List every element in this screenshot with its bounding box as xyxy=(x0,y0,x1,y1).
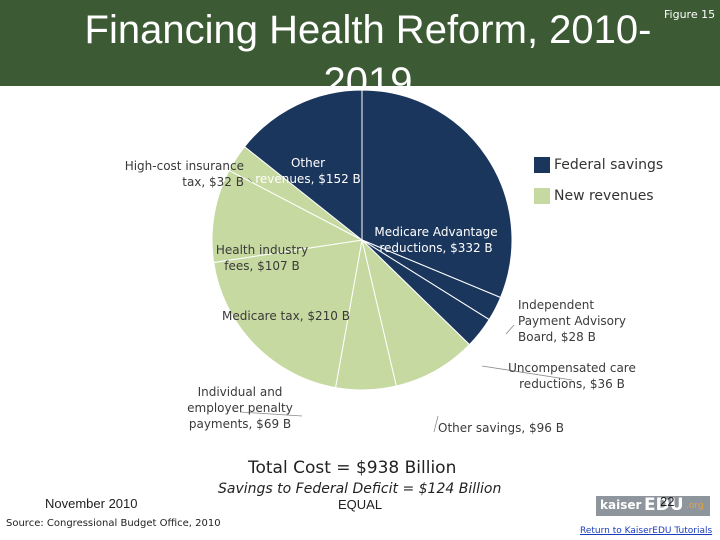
slice-label-other-savings: Other savings, $96 B xyxy=(438,421,564,435)
leader-line-individual-and-employer-penalty-payments xyxy=(239,411,303,417)
page-number: 22 xyxy=(660,494,675,509)
pie-slice-health-industry-fees xyxy=(211,169,364,264)
leader-line-other-savings xyxy=(433,415,439,433)
header-bar: Financing Health Reform, 2010-2019 Figur… xyxy=(0,0,720,86)
slice-label-independent-payment-advisory-board: Independent Payment Advisory Board, $28 B xyxy=(518,298,626,344)
source-label: Source: Congressional Budget Office, 201… xyxy=(6,518,221,529)
leader-line-uncompensated-care-reductions xyxy=(481,365,573,381)
pie-slice-medicare-tax xyxy=(213,239,363,389)
slice-label-medicare-tax: Medicare tax, $210 B xyxy=(222,309,350,323)
pie-slice-other-savings xyxy=(361,238,471,387)
pie-slice-medicare-advantage-reductions xyxy=(361,89,513,299)
slice-label-individual-and-employer-penalty-payments: Individual and employer penalty payments, … xyxy=(187,385,293,431)
page-title: Financing Health Reform, 2010-2019 xyxy=(84,8,652,86)
pie-chart: Medicare Advantage reductions, $332 B Inde… xyxy=(125,89,636,435)
equal-label: EQUAL xyxy=(338,497,383,512)
date-label: November 2010 xyxy=(45,496,138,511)
leader-line-independent-payment-advisory-board xyxy=(505,324,515,335)
kaiser-edu-logo: kaiser EDU .org xyxy=(596,495,710,516)
slice-label-other-revenues: Other revenues, $152 B xyxy=(255,156,361,186)
logo-edu-text: EDU xyxy=(644,495,684,515)
logo-kaiser-text: kaiser xyxy=(600,498,642,512)
legend-label-new-revenues: New revenues xyxy=(554,188,654,204)
legend-swatch-new-revenues xyxy=(534,188,550,204)
legend-swatch-federal-savings xyxy=(534,157,550,173)
slice-label-uncompensated-care-reductions: Uncompensated care reductions, $36 B xyxy=(508,361,636,391)
slice-label-health-industry-fees: Health industry fees, $107 B xyxy=(216,243,308,273)
leader-line-high-cost-insurance-tax xyxy=(247,177,253,183)
legend-item-federal-savings: Federal savings xyxy=(534,157,663,173)
pie-slice-other-revenues xyxy=(243,89,363,242)
logo-org-text: .org xyxy=(686,501,704,511)
total-cost-label: Total Cost = $938 Billion xyxy=(248,458,457,478)
figure-label: Figure 15 xyxy=(664,8,716,21)
slice-label-high-cost-insurance-tax: High-cost insurance tax, $32 B xyxy=(125,159,244,189)
legend-item-new-revenues: New revenues xyxy=(534,188,654,204)
savings-label: Savings to Federal Deficit = $124 Billio… xyxy=(218,481,502,497)
return-link[interactable]: Return to KaiserEDU Tutorials xyxy=(580,526,713,536)
legend-label-federal-savings: Federal savings xyxy=(554,157,664,173)
slice-label-medicare-advantage-reductions: Medicare Advantage reductions, $332 B xyxy=(374,225,497,255)
